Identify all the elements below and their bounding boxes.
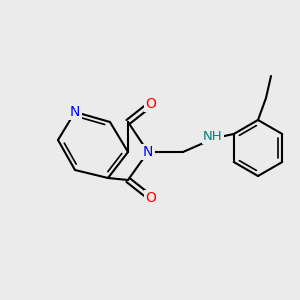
Text: O: O [146,191,156,205]
Text: NH: NH [203,130,223,142]
Text: O: O [146,97,156,111]
Text: N: N [70,105,80,119]
Text: N: N [143,145,153,159]
